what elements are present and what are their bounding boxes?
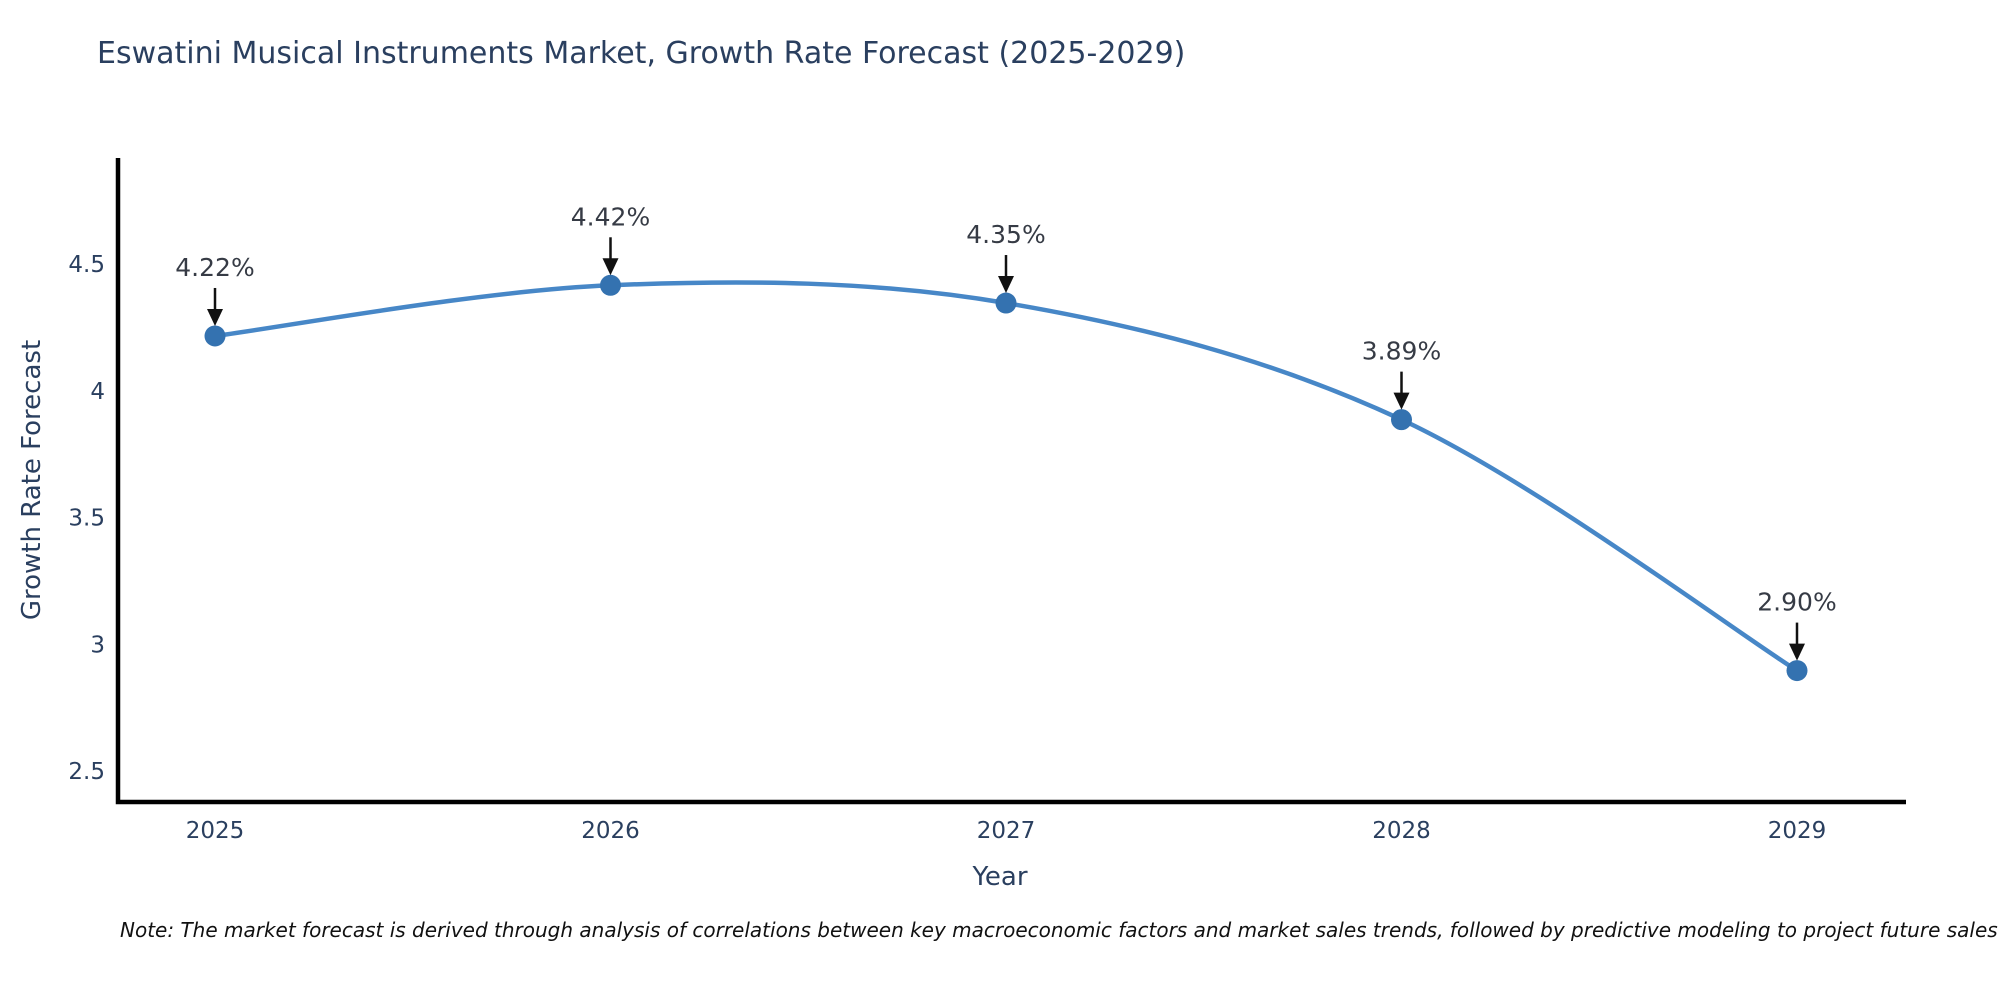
- data-point-label: 2.90%: [1757, 588, 1836, 617]
- x-tick-label: 2026: [581, 818, 640, 844]
- x-tick-label: 2029: [1768, 818, 1827, 844]
- data-point-marker: [1786, 660, 1808, 682]
- data-point-marker: [1391, 409, 1412, 431]
- footnote: Note: The market forecast is derived thr…: [120, 918, 1998, 942]
- forecast-line: [212, 280, 1800, 673]
- annotation-arrow-head: [602, 258, 619, 276]
- y-tick-label: 3: [90, 632, 105, 658]
- data-point-label: 4.42%: [571, 202, 650, 231]
- data-point-marker: [995, 292, 1017, 314]
- y-tick-label: 4: [90, 379, 105, 405]
- y-tick-label: 3.5: [68, 506, 105, 532]
- y-tick-label: 2.5: [68, 759, 105, 785]
- annotation-arrow-head: [998, 276, 1014, 294]
- data-point-label: 3.89%: [1362, 337, 1441, 366]
- data-point-marker: [204, 325, 226, 347]
- axis-spines: [115, 158, 1906, 805]
- data-point-label: 4.22%: [175, 253, 254, 282]
- y-axis-title: Growth Rate Forecast: [17, 340, 47, 620]
- chart-title: Eswatini Musical Instruments Market, Gro…: [97, 36, 1186, 71]
- data-point-marker: [600, 274, 621, 296]
- annotation-arrow-head: [1393, 392, 1410, 410]
- x-tick-label: 2028: [1372, 818, 1431, 844]
- x-axis-title: Year: [971, 862, 1027, 892]
- x-tick-label: 2025: [186, 818, 245, 844]
- data-point-label: 4.35%: [966, 220, 1045, 249]
- x-tick-label: 2027: [977, 818, 1036, 844]
- y-tick-label: 4.5: [68, 252, 105, 278]
- annotation-arrow-head: [207, 308, 223, 326]
- annotation-arrow-head: [1789, 643, 1805, 661]
